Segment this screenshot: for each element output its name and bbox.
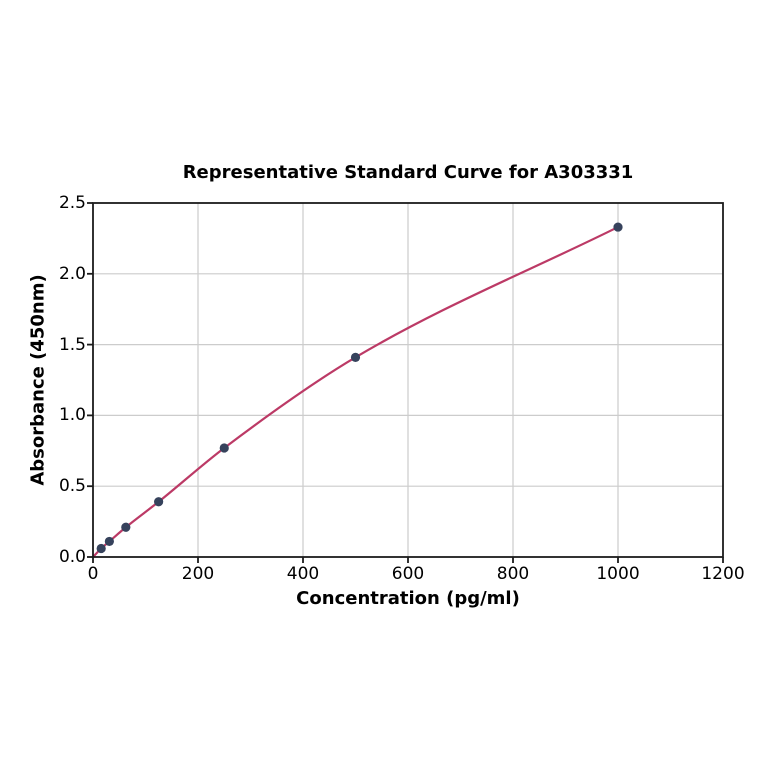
x-tick-label: 1200 bbox=[701, 564, 745, 584]
data-point-marker bbox=[154, 497, 164, 507]
data-point-marker bbox=[219, 443, 229, 453]
fit-curve bbox=[91, 225, 620, 559]
y-tick-label: 0.0 bbox=[58, 547, 86, 567]
chart-title: Representative Standard Curve for A30333… bbox=[182, 162, 634, 183]
data-point-marker bbox=[104, 536, 114, 547]
y-tick-label: 1.0 bbox=[58, 405, 86, 426]
x-axis-label: Concentration (pg/ml) bbox=[296, 588, 520, 609]
data-point-marker bbox=[96, 543, 106, 554]
x-tick-label: 200 bbox=[181, 564, 215, 584]
y-tick-label: 1.5 bbox=[58, 334, 86, 355]
x-tick-label: 0 bbox=[87, 564, 99, 584]
data-point-marker bbox=[121, 522, 131, 532]
x-tick-label: 600 bbox=[391, 564, 425, 584]
y-tick-label: 0.5 bbox=[58, 476, 86, 497]
y-axis-label: Absorbance (450nm) bbox=[27, 274, 49, 486]
y-tick-label: 2.0 bbox=[58, 263, 86, 284]
x-tick-label: 400 bbox=[286, 564, 320, 584]
data-point-marker bbox=[613, 222, 623, 232]
x-tick-label: 1000 bbox=[596, 564, 640, 584]
data-point-marker bbox=[350, 352, 361, 362]
y-tick-label: 2.5 bbox=[58, 193, 86, 213]
x-tick-label: 800 bbox=[496, 564, 530, 584]
